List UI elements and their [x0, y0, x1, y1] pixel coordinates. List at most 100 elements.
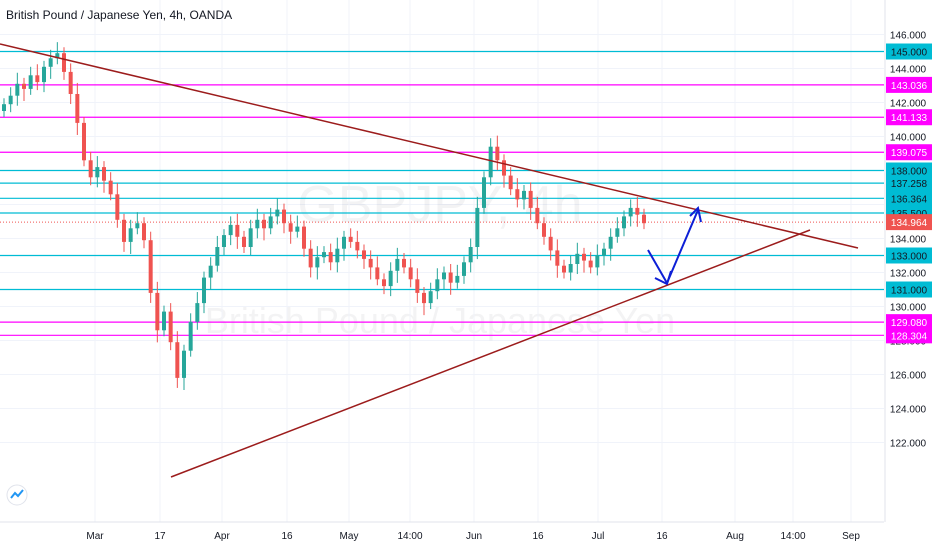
- candle-body: [168, 311, 173, 343]
- level-tag-label: 139.075: [891, 148, 928, 159]
- candle-body: [435, 279, 440, 292]
- lower-trendline: [170, 229, 811, 478]
- candle-body: [495, 146, 500, 161]
- candle-body: [262, 219, 266, 229]
- candle-body: [382, 279, 386, 287]
- candle-body: [122, 219, 126, 242]
- candle-body: [115, 194, 120, 220]
- candle-body: [628, 207, 633, 217]
- candle-body: [42, 66, 46, 83]
- projection-arrowhead-down: [654, 270, 672, 286]
- level-tag: [886, 144, 932, 161]
- candle-body: [362, 250, 366, 259]
- candle-body: [368, 258, 373, 268]
- candle-body: [508, 175, 513, 190]
- candle-body: [582, 253, 586, 261]
- candle-body: [568, 264, 573, 273]
- candle-body: [542, 223, 546, 237]
- level-tag-label: 128.304: [891, 331, 928, 342]
- time-axis: Mar 17 Apr 16 May 14:00 Jun 16 Jul 16 Aug 14:00 Sep: [0, 521, 884, 542]
- y-tick-label: 140.000: [890, 133, 927, 144]
- level-tag: [886, 314, 932, 331]
- upper-trendline: [0, 43, 859, 249]
- candle-body: [308, 248, 313, 268]
- candle-body: [468, 247, 473, 263]
- candle-body: [155, 292, 160, 331]
- trendlines: [0, 43, 859, 478]
- candle-body: [395, 258, 400, 271]
- candle-body: [255, 219, 260, 229]
- y-tick-label: 124.000: [890, 405, 927, 416]
- level-tag: [886, 109, 932, 126]
- x-tick-label: 17: [154, 531, 166, 542]
- symbol-title: British Pound / Japanese Yen, 4h, OANDA: [6, 8, 233, 22]
- candle-body: [128, 228, 133, 242]
- candle-body: [282, 209, 286, 224]
- candle-body: [302, 226, 306, 249]
- candle-body: [562, 265, 566, 273]
- candle-body: [522, 190, 526, 200]
- level-tag: [886, 43, 932, 60]
- y-tick-label: 132.000: [890, 269, 927, 280]
- price-axis: 122.000124.000126.000128.000130.000132.0…: [884, 0, 932, 550]
- candle-body: [322, 252, 326, 258]
- candle-body: [68, 71, 73, 94]
- candle-body: [22, 83, 26, 89]
- candle-body: [268, 216, 273, 229]
- candle-body: [528, 190, 533, 208]
- level-tag: [886, 247, 932, 264]
- candle-body: [135, 223, 140, 229]
- candle-body: [415, 279, 420, 293]
- candle-body: [295, 226, 300, 232]
- candle-body: [482, 177, 486, 208]
- y-tick-label: 144.000: [890, 65, 927, 76]
- x-tick-label: Sep: [842, 531, 860, 542]
- candle-body: [202, 277, 206, 304]
- level-tag-label: 133.000: [891, 252, 928, 263]
- candle-body: [448, 272, 453, 283]
- candle-body: [462, 262, 466, 276]
- candle-body: [108, 180, 113, 195]
- candle-body: [228, 224, 233, 236]
- watermark-name: British Pound / Japanese Yen: [205, 300, 675, 341]
- level-tag: [886, 175, 932, 192]
- candle-body: [242, 236, 246, 247]
- candle-body: [162, 311, 166, 331]
- candle-body: [402, 258, 406, 268]
- projection-arrowhead-up: [689, 205, 702, 223]
- current-price-tag: [886, 214, 932, 231]
- logo-icon[interactable]: [6, 484, 28, 506]
- level-tag-label: 143.036: [891, 81, 928, 92]
- candle-body: [595, 255, 600, 268]
- candle-body: [102, 167, 106, 181]
- candle-body: [442, 272, 446, 280]
- x-tick-label: Apr: [214, 531, 230, 542]
- level-tag: [886, 281, 932, 298]
- x-tick-label: Mar: [86, 531, 104, 542]
- current-price-label: 134.964: [891, 218, 928, 229]
- candle-body: [635, 207, 640, 215]
- candle-body: [8, 95, 13, 105]
- candle-body: [622, 216, 626, 229]
- x-tick-label: 14:00: [397, 531, 422, 542]
- candle-body: [215, 247, 220, 266]
- x-tick-label: 16: [281, 531, 293, 542]
- candle-body: [455, 275, 460, 283]
- x-tick-label: 16: [656, 531, 668, 542]
- candle-body: [275, 209, 280, 217]
- level-tag: [886, 76, 932, 93]
- y-tick-label: 142.000: [890, 99, 927, 110]
- level-tag-label: 136.364: [891, 194, 928, 205]
- horizontal-levels: [0, 50, 884, 336]
- candle-body: [602, 248, 606, 256]
- y-tick-label: 126.000: [890, 371, 927, 382]
- x-tick-label: 14:00: [780, 531, 805, 542]
- candle-body: [502, 160, 506, 176]
- level-tag: [886, 190, 932, 207]
- candlesticks: [2, 42, 646, 390]
- x-tick-label: May: [340, 531, 359, 542]
- y-tick-label: 122.000: [890, 439, 927, 450]
- candle-body: [235, 224, 240, 237]
- candle-body: [575, 253, 580, 264]
